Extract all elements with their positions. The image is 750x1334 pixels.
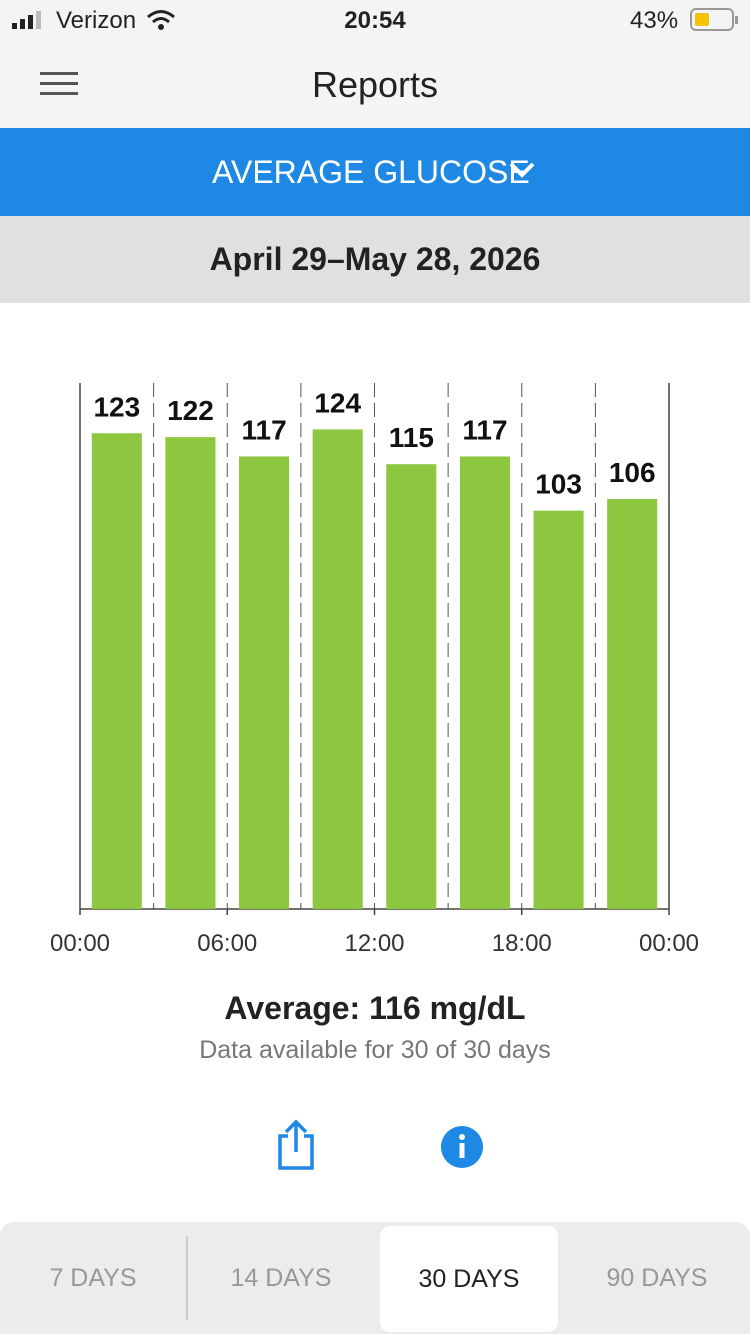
date-range: April 29–May 28, 2026 bbox=[0, 216, 750, 303]
value-label: 103 bbox=[535, 469, 582, 500]
report-selector[interactable]: AVERAGE GLUCOSE bbox=[0, 128, 750, 216]
bar bbox=[91, 433, 142, 909]
x-tick-label: 12:00 bbox=[344, 930, 404, 957]
data-availability: Data available for 30 of 30 days bbox=[199, 1036, 551, 1064]
menu-button[interactable] bbox=[40, 70, 80, 98]
x-tick-label: 00:00 bbox=[639, 930, 699, 957]
x-tick-label: 06:00 bbox=[197, 930, 257, 957]
battery-icon bbox=[690, 8, 738, 31]
period-tab[interactable]: 14 DAYS bbox=[230, 1264, 332, 1292]
x-tick-label: 18:00 bbox=[492, 930, 552, 957]
period-tab[interactable]: 90 DAYS bbox=[606, 1264, 708, 1292]
value-label: 124 bbox=[314, 387, 361, 418]
value-label: 117 bbox=[241, 414, 286, 445]
average-summary: Average: 116 mg/dL bbox=[224, 990, 526, 1026]
period-tabs: 7 DAYS 14 DAYS 30 DAYS 90 DAYS bbox=[0, 1222, 750, 1334]
value-label: 122 bbox=[167, 395, 214, 426]
chart: 00:00 06:00 12:00 18:00 00:00 123 122 117 124 115… bbox=[50, 383, 699, 957]
value-label: 123 bbox=[93, 391, 140, 422]
period-tab[interactable]: 7 DAYS bbox=[49, 1264, 137, 1292]
share-button[interactable] bbox=[274, 1118, 318, 1172]
signal-icon bbox=[12, 11, 41, 29]
info-button[interactable] bbox=[440, 1125, 484, 1169]
battery-percent: 43% bbox=[630, 7, 679, 34]
page-title: Reports bbox=[311, 64, 439, 105]
dropdown-chevron bbox=[509, 162, 535, 178]
bar bbox=[607, 499, 658, 909]
value-label: 115 bbox=[389, 422, 434, 453]
bar bbox=[239, 456, 290, 909]
bar bbox=[165, 437, 216, 909]
report-selector-label[interactable]: AVERAGE GLUCOSE bbox=[212, 154, 530, 190]
tab-divider bbox=[186, 1236, 188, 1320]
carrier: Verizon bbox=[56, 7, 137, 34]
value-label: 106 bbox=[609, 457, 656, 488]
bar bbox=[533, 510, 584, 909]
clock: 20:54 bbox=[344, 7, 406, 34]
wifi-icon bbox=[147, 10, 175, 30]
nav-bar: Reports bbox=[0, 40, 750, 128]
bar bbox=[312, 429, 363, 909]
x-tick-label: 00:00 bbox=[50, 930, 110, 957]
bar bbox=[459, 456, 510, 909]
period-tab[interactable]: 30 DAYS bbox=[380, 1226, 558, 1332]
bar bbox=[386, 464, 437, 909]
value-label: 117 bbox=[462, 414, 507, 445]
status-bar: Verizon 20:54 43% bbox=[0, 0, 750, 40]
